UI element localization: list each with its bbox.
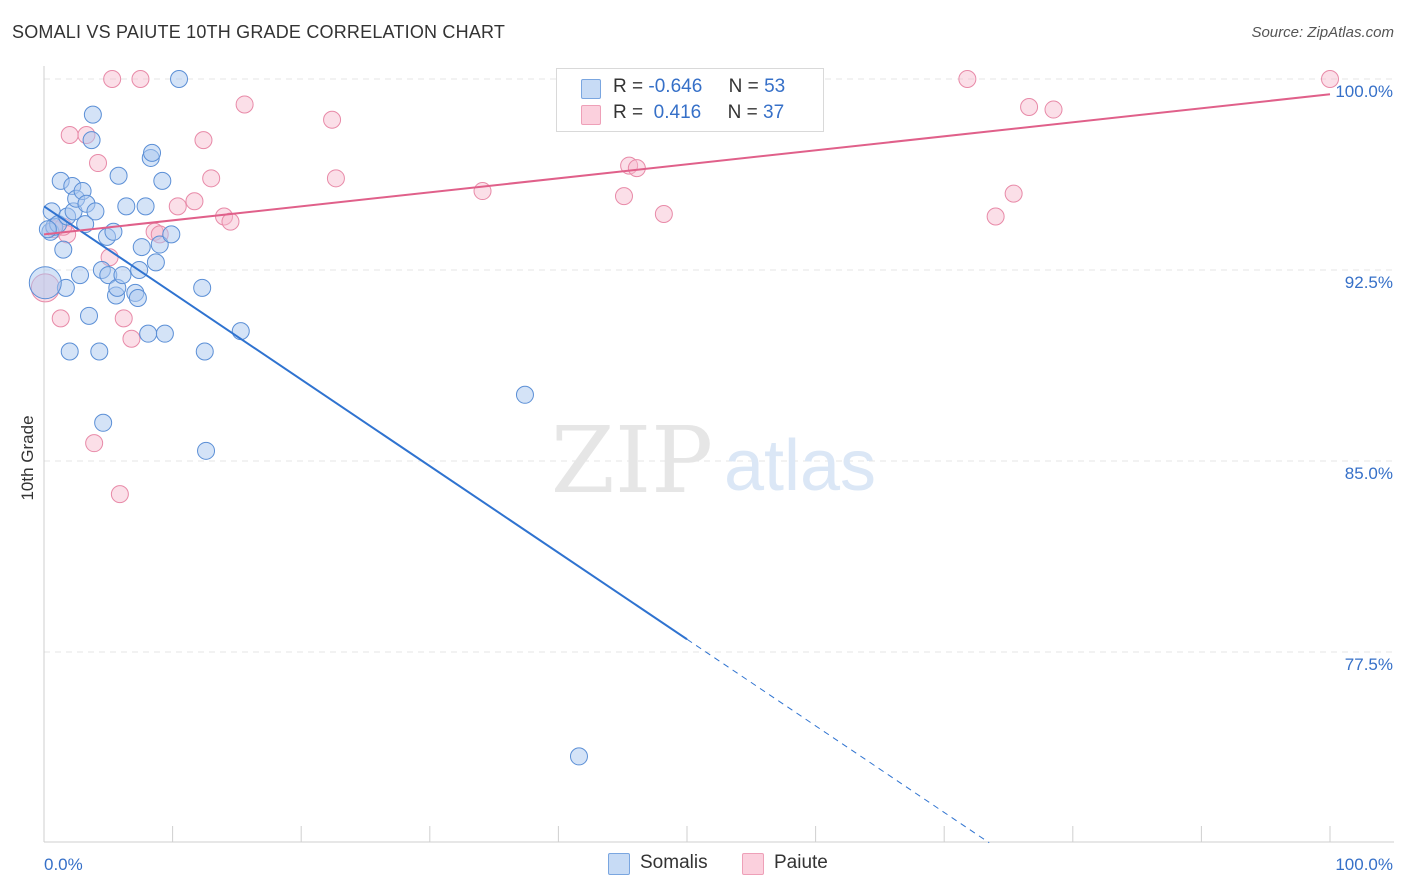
- watermark: ZIP atlas: [551, 407, 876, 514]
- watermark-atlas: atlas: [724, 426, 876, 506]
- somali-point: [90, 342, 109, 361]
- paiute-n-value: 37: [763, 102, 785, 123]
- paiute-point: [131, 70, 150, 88]
- somali-point: [139, 324, 158, 343]
- somali-point: [193, 278, 212, 297]
- paiute-r-label: R =: [613, 102, 644, 123]
- paiute-point: [654, 204, 673, 223]
- somali-legend-swatch: [608, 853, 630, 875]
- paiute-r-value: 0.416: [648, 102, 702, 123]
- x-tick-labels: 0.0% 100.0%: [44, 855, 1393, 874]
- somali-swatch: [581, 79, 601, 99]
- somali-n-label: N =: [728, 76, 759, 97]
- paiute-point: [51, 309, 70, 328]
- somali-n-value: 53: [764, 76, 786, 97]
- somali-point: [136, 197, 155, 216]
- somali-point: [153, 171, 172, 190]
- paiute-point: [323, 110, 342, 129]
- correlation-legend: R = -0.646 N = 53 R = 0.416 N = 37: [556, 68, 824, 132]
- paiute-point: [103, 70, 122, 88]
- y-tick-labels: 77.5% 85.0% 92.5% 100.0%: [1335, 82, 1393, 674]
- somali-point: [71, 266, 90, 285]
- paiute-point: [1004, 184, 1023, 203]
- somali-trend-extension: [686, 638, 990, 844]
- somali-point: [128, 289, 147, 308]
- paiute-point: [1321, 70, 1339, 88]
- paiute-point: [89, 154, 108, 173]
- axes: [43, 66, 1394, 843]
- paiute-legend-label: Paiute: [774, 852, 828, 873]
- y-tick-label: 85.0%: [1345, 464, 1393, 483]
- y-tick-label: 92.5%: [1345, 273, 1393, 292]
- paiute-point: [326, 169, 345, 188]
- paiute-swatch: [581, 105, 601, 125]
- paiute-legend-swatch: [742, 853, 764, 875]
- paiute-point: [614, 187, 633, 206]
- paiute-point: [185, 192, 204, 211]
- somali-r-label: R =: [613, 76, 644, 97]
- somali-point: [143, 143, 162, 162]
- paiute-point: [1044, 100, 1063, 119]
- paiute-point: [202, 169, 221, 188]
- somali-point: [28, 266, 62, 300]
- grid-lines: [44, 78, 1394, 653]
- y-tick-label: 100.0%: [1335, 82, 1393, 101]
- paiute-point: [168, 197, 187, 216]
- somali-point: [38, 220, 57, 239]
- somali-point: [80, 306, 99, 325]
- paiute-point: [1020, 98, 1039, 117]
- paiute-point: [114, 309, 133, 328]
- somali-point: [162, 225, 181, 244]
- paiute-point: [235, 95, 254, 114]
- somali-point: [170, 70, 189, 88]
- somali-trend-line: [43, 205, 688, 641]
- somali-point: [155, 324, 174, 343]
- trend-lines: [43, 93, 1331, 844]
- somali-point: [83, 105, 102, 124]
- somali-r-value: -0.646: [648, 76, 703, 97]
- somali-point: [150, 235, 169, 254]
- y-axis-label: 10th Grade: [18, 415, 37, 500]
- somali-point: [82, 131, 101, 150]
- paiute-point: [85, 434, 104, 453]
- somali-point: [117, 197, 136, 216]
- somali-point: [132, 238, 151, 257]
- paiute-point: [958, 70, 977, 88]
- somali-point: [86, 202, 105, 221]
- paiute-point: [110, 485, 129, 504]
- somali-point: [109, 166, 128, 185]
- paiute-point: [986, 207, 1005, 226]
- somali-point: [94, 413, 113, 432]
- x-tick-label-end: 100.0%: [1335, 855, 1393, 874]
- paiute-point: [194, 131, 213, 150]
- paiute-point: [60, 126, 79, 145]
- somali-point: [60, 342, 79, 361]
- source-credit: Source: ZipAtlas.com: [1251, 24, 1394, 41]
- paiute-n-label: N =: [727, 102, 758, 123]
- paiute-point: [122, 329, 141, 348]
- somali-point: [54, 240, 73, 259]
- somali-point: [231, 322, 250, 341]
- somali-point: [146, 253, 165, 272]
- chart-title: SOMALI VS PAIUTE 10TH GRADE CORRELATION …: [12, 22, 506, 42]
- somali-point: [195, 342, 214, 361]
- somali-points: [28, 70, 588, 766]
- paiute-trend-line: [43, 93, 1331, 236]
- y-tick-label: 77.5%: [1345, 655, 1393, 674]
- somali-point: [569, 747, 588, 766]
- somali-point: [515, 385, 534, 404]
- watermark-zip: ZIP: [551, 407, 713, 514]
- somali-legend-label: Somalis: [640, 852, 708, 873]
- somali-point: [197, 441, 216, 460]
- x-tick-label-start: 0.0%: [44, 855, 83, 874]
- somali-point: [113, 266, 132, 285]
